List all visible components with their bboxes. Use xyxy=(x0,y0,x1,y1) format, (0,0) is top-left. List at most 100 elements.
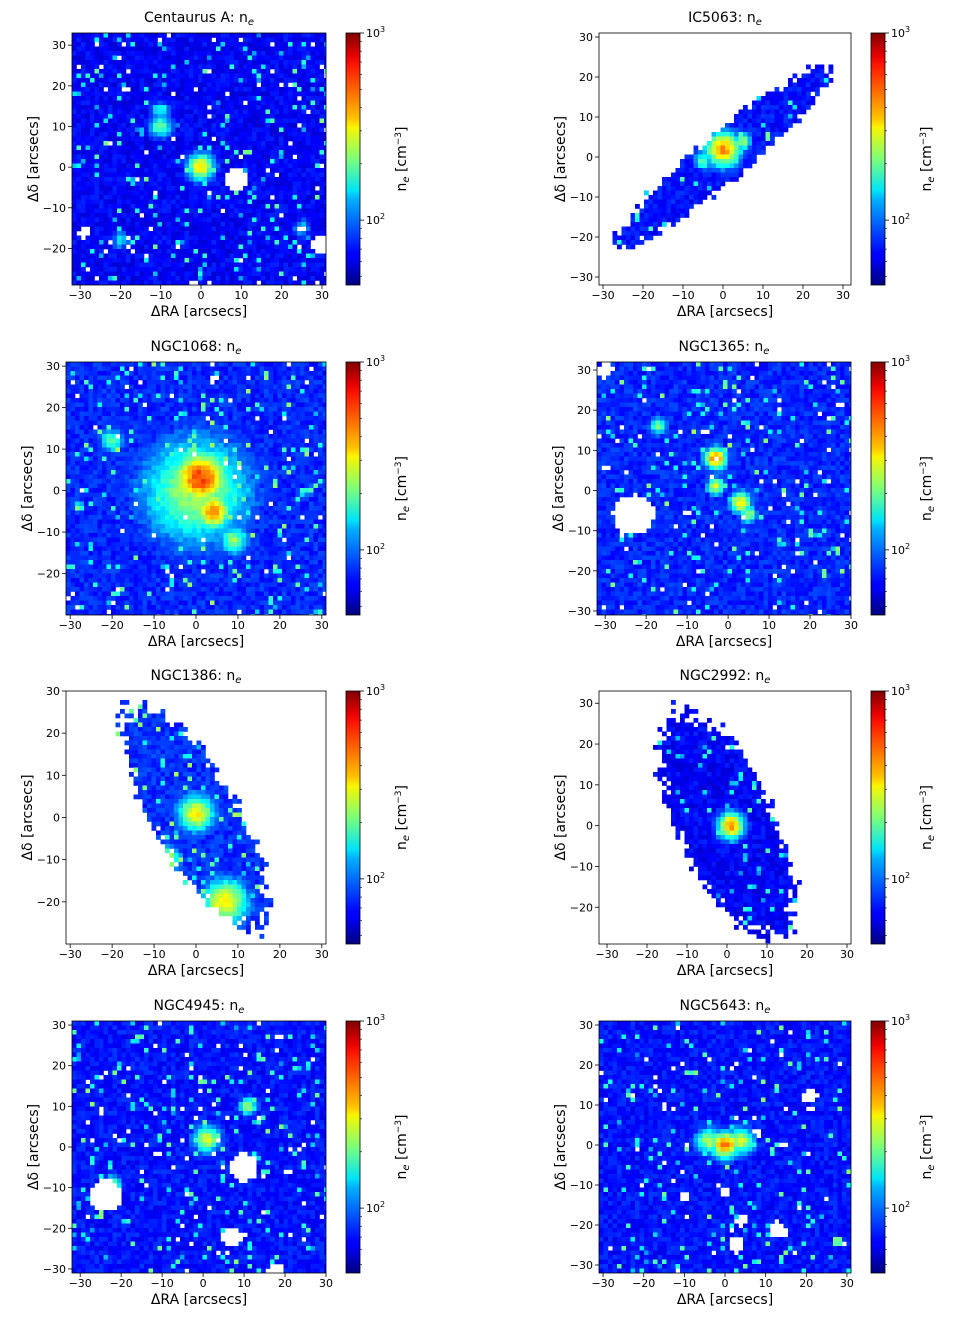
y-tick-label: 0 xyxy=(584,485,591,498)
x-tick-label: 30 xyxy=(319,1277,333,1290)
panel-1: Centaurus A: ne −30 −20 −10 0 10 20 30 −20 −10 0 10… xyxy=(26,10,412,320)
x-tick-label: 10 xyxy=(759,1277,773,1290)
density-map xyxy=(72,33,326,285)
y-tick-label: 10 xyxy=(52,120,66,133)
colorbar-tick-label: 103 xyxy=(891,1013,910,1028)
panel-2: IC5063: ne −30 −20 −10 0 10 20 30 −30 −20 −10 0 10 20… xyxy=(553,10,937,320)
y-tick-label: 0 xyxy=(59,1141,66,1154)
y-tick-label: 10 xyxy=(577,444,591,457)
colorbar-tick-label: 102 xyxy=(891,212,910,227)
x-axis-label: ΔRA [arcsecs] xyxy=(148,963,244,979)
density-map xyxy=(597,362,851,615)
y-tick-label: 20 xyxy=(579,738,593,751)
x-tick-label: 10 xyxy=(762,619,776,632)
density-map xyxy=(653,700,802,944)
y-tick-label: 0 xyxy=(59,161,66,174)
x-tick-label: 10 xyxy=(756,289,770,302)
y-tick-label: −30 xyxy=(43,1263,66,1276)
x-tick-label: −30 xyxy=(59,948,82,961)
colorbar-tick-label: 102 xyxy=(366,1200,385,1215)
x-tick-label: −10 xyxy=(675,948,698,961)
x-tick-label: 0 xyxy=(720,289,727,302)
y-tick-label: 20 xyxy=(52,80,66,93)
x-tick-label: 30 xyxy=(840,1277,854,1290)
x-tick-label: −30 xyxy=(69,1277,92,1290)
colorbar xyxy=(345,361,361,616)
x-tick-label: −20 xyxy=(631,289,654,302)
y-tick-label: 10 xyxy=(46,769,60,782)
panel-3: NGC1068: ne −30 −20 −10 0 10 20 30 −20 −10 0 10 20 30… xyxy=(20,339,412,650)
colorbar xyxy=(870,690,886,945)
y-tick-label: 30 xyxy=(579,31,593,44)
y-tick-label: 0 xyxy=(586,1139,593,1152)
y-tick-label: −10 xyxy=(568,525,591,538)
colorbar-tick-label: 103 xyxy=(891,683,910,698)
y-tick-label: −20 xyxy=(37,568,60,581)
colorbar-tick-label: 103 xyxy=(366,25,385,40)
x-tick-label: 20 xyxy=(278,1277,292,1290)
x-tick-label: 30 xyxy=(840,948,854,961)
y-axis-label: Δδ [arcsecs] xyxy=(553,774,569,860)
y-axis-label: Δδ [arcsecs] xyxy=(26,116,42,202)
y-tick-label: 0 xyxy=(586,820,593,833)
panel-5: NGC1386: ne −30 −20 −10 0 10 20 30 −20 −10 0 10 20 30… xyxy=(20,668,412,979)
x-tick-label: 0 xyxy=(724,948,731,961)
x-axis-label: ΔRA [arcsecs] xyxy=(676,634,772,650)
x-axis-label: ΔRA [arcsecs] xyxy=(151,1292,247,1308)
y-tick-label: 10 xyxy=(46,443,60,456)
x-tick-label: −20 xyxy=(632,1277,655,1290)
chart-title: NGC2992: ne xyxy=(680,668,771,686)
y-tick-label: 30 xyxy=(579,697,593,710)
x-tick-label: −10 xyxy=(149,289,172,302)
y-tick-label: −10 xyxy=(570,191,593,204)
y-tick-label: 0 xyxy=(586,151,593,164)
y-tick-label: 10 xyxy=(579,111,593,124)
y-axis-label: Δδ [arcsecs] xyxy=(551,445,567,531)
y-axis-label: Δδ [arcsecs] xyxy=(20,774,36,860)
density-map xyxy=(612,64,834,250)
x-tick-label: 20 xyxy=(273,619,287,632)
y-tick-label: −10 xyxy=(43,1182,66,1195)
colorbar xyxy=(345,690,361,945)
y-tick-label: 0 xyxy=(53,485,60,498)
colorbar-tick-label: 102 xyxy=(366,212,385,227)
axes-frame xyxy=(598,690,852,945)
x-tick-label: 0 xyxy=(198,289,205,302)
x-tick-label: 0 xyxy=(193,619,200,632)
axes-frame xyxy=(598,32,852,286)
colorbar xyxy=(345,1020,361,1274)
colorbar-tick-label: 102 xyxy=(366,871,385,886)
density-map xyxy=(66,362,326,615)
colorbar-tick-label: 103 xyxy=(366,1013,385,1028)
chart-title: IC5063: ne xyxy=(688,10,762,28)
y-tick-label: −10 xyxy=(37,854,60,867)
x-tick-label: 30 xyxy=(844,619,858,632)
colorbar-tick-label: 102 xyxy=(891,871,910,886)
panel-6: NGC2992: ne −30 −20 −10 0 10 20 30 −20 −10 0 10 20 30… xyxy=(553,668,937,979)
x-tick-label: 30 xyxy=(315,619,329,632)
x-tick-label: −20 xyxy=(635,948,658,961)
y-tick-label: −30 xyxy=(570,271,593,284)
x-tick-label: −30 xyxy=(59,619,82,632)
x-tick-label: −10 xyxy=(676,619,699,632)
x-tick-label: 10 xyxy=(237,1277,251,1290)
y-tick-label: 10 xyxy=(579,1099,593,1112)
x-tick-label: −30 xyxy=(595,948,618,961)
x-tick-label: −10 xyxy=(671,289,694,302)
panel-8: NGC5643: ne−30 −20 −10 0 10 20 30−30−20−100102… xyxy=(553,998,937,1308)
x-tick-label: −30 xyxy=(591,289,614,302)
chart-title: NGC4945: ne xyxy=(154,998,245,1016)
x-tick-label: 10 xyxy=(231,619,245,632)
y-tick-label: −10 xyxy=(37,526,60,539)
x-tick-label: 20 xyxy=(275,289,289,302)
colorbar-label: ne [cm−3] xyxy=(919,126,937,191)
x-tick-label: −20 xyxy=(101,948,124,961)
x-tick-label: −10 xyxy=(142,619,165,632)
y-tick-label: −20 xyxy=(570,901,593,914)
y-tick-label: 30 xyxy=(52,1019,66,1032)
x-tick-label: 10 xyxy=(234,289,248,302)
colorbar xyxy=(870,32,886,286)
x-axis-label: ΔRA [arcsecs] xyxy=(148,634,244,650)
x-axis-label: ΔRA [arcsecs] xyxy=(677,304,773,320)
